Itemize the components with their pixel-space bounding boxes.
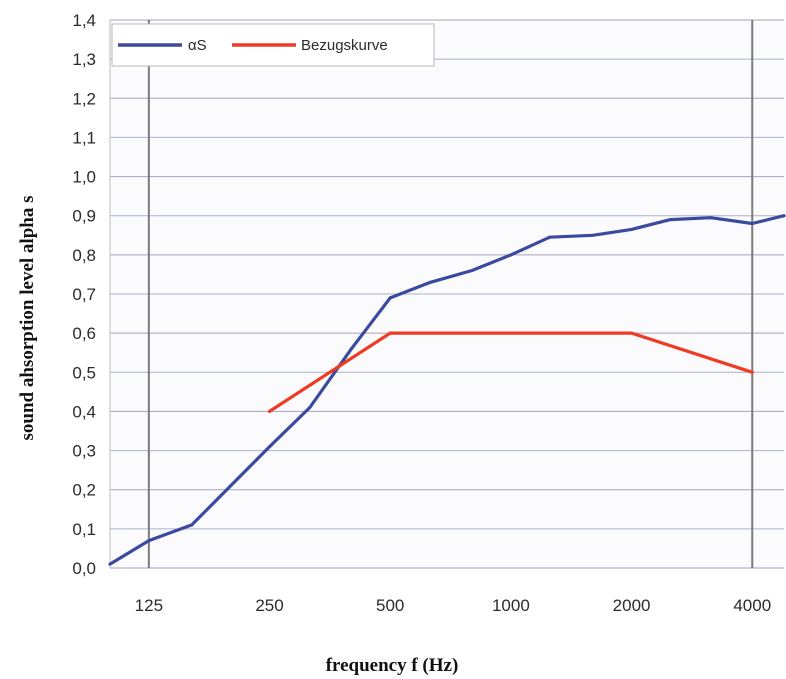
x-tick-label: 4000 — [733, 596, 771, 615]
y-tick-label: 0,0 — [72, 559, 96, 578]
series-line-bezugskurve — [267, 331, 754, 413]
data-series — [108, 214, 786, 566]
x-axis-title: frequency f (Hz) — [326, 655, 459, 676]
data-point-alpha-s — [709, 216, 713, 220]
x-tick-label: 2000 — [613, 596, 651, 615]
data-point-alpha-s — [630, 227, 634, 231]
data-point-bezugskurve — [750, 370, 754, 374]
data-point-alpha-s — [750, 222, 754, 226]
y-tick-label: 1,0 — [72, 168, 96, 187]
series-line-alpha-s — [108, 214, 786, 566]
data-point-alpha-s — [548, 235, 552, 239]
x-tick-label: 250 — [255, 596, 283, 615]
y-tick-label: 0,9 — [72, 207, 96, 226]
legend: αS Bezugskurve — [111, 23, 435, 67]
data-point-alpha-s — [190, 523, 194, 527]
data-point-alpha-s — [229, 484, 233, 488]
data-point-alpha-s — [509, 253, 513, 257]
data-point-bezugskurve — [388, 331, 392, 335]
x-tick-label: 125 — [135, 596, 163, 615]
y-tick-label: 1,1 — [72, 128, 96, 147]
data-point-alpha-s — [308, 406, 312, 410]
data-point-alpha-s — [428, 280, 432, 284]
y-tick-label: 0,3 — [72, 442, 96, 461]
data-point-alpha-s — [268, 445, 272, 449]
y-tick-label: 1,4 — [72, 11, 96, 30]
y-tick-label: 0,6 — [72, 324, 96, 343]
y-tick-label: 1,2 — [72, 89, 96, 108]
legend-label-alpha-s: αS — [188, 37, 207, 54]
grid-lines — [109, 19, 784, 569]
data-point-alpha-s — [349, 347, 353, 351]
y-tick-label: 0,8 — [72, 246, 96, 265]
data-point-bezugskurve — [630, 331, 634, 335]
data-point-alpha-s — [108, 562, 112, 566]
data-point-alpha-s — [147, 539, 151, 543]
data-point-alpha-s — [388, 296, 392, 300]
x-tick-label: 500 — [376, 596, 404, 615]
y-tick-label: 0,5 — [72, 363, 96, 382]
legend-label-bezugskurve: Bezugskurve — [301, 37, 388, 54]
data-point-alpha-s — [470, 269, 474, 273]
x-tick-label: 1000 — [492, 596, 530, 615]
data-point-bezugskurve — [268, 409, 272, 413]
y-axis-title: sound ahsorption level alpha s — [17, 196, 38, 441]
data-point-alpha-s — [591, 233, 595, 237]
y-tick-label: 0,7 — [72, 285, 96, 304]
axis-ticks: 0,0 0,1 0,2 0,3 0,4 0,5 0,6 0,7 0,8 0,9 1,0 1,1 1,2 1… — [72, 11, 771, 615]
data-point-alpha-s — [668, 218, 672, 222]
y-tick-label: 0,2 — [72, 481, 96, 500]
y-tick-label: 0,1 — [72, 520, 96, 539]
vertical-marker-lines — [147, 20, 754, 568]
y-tick-label: 1,3 — [72, 50, 96, 69]
y-tick-label: 0,4 — [72, 402, 96, 421]
data-point-alpha-s — [782, 214, 786, 218]
